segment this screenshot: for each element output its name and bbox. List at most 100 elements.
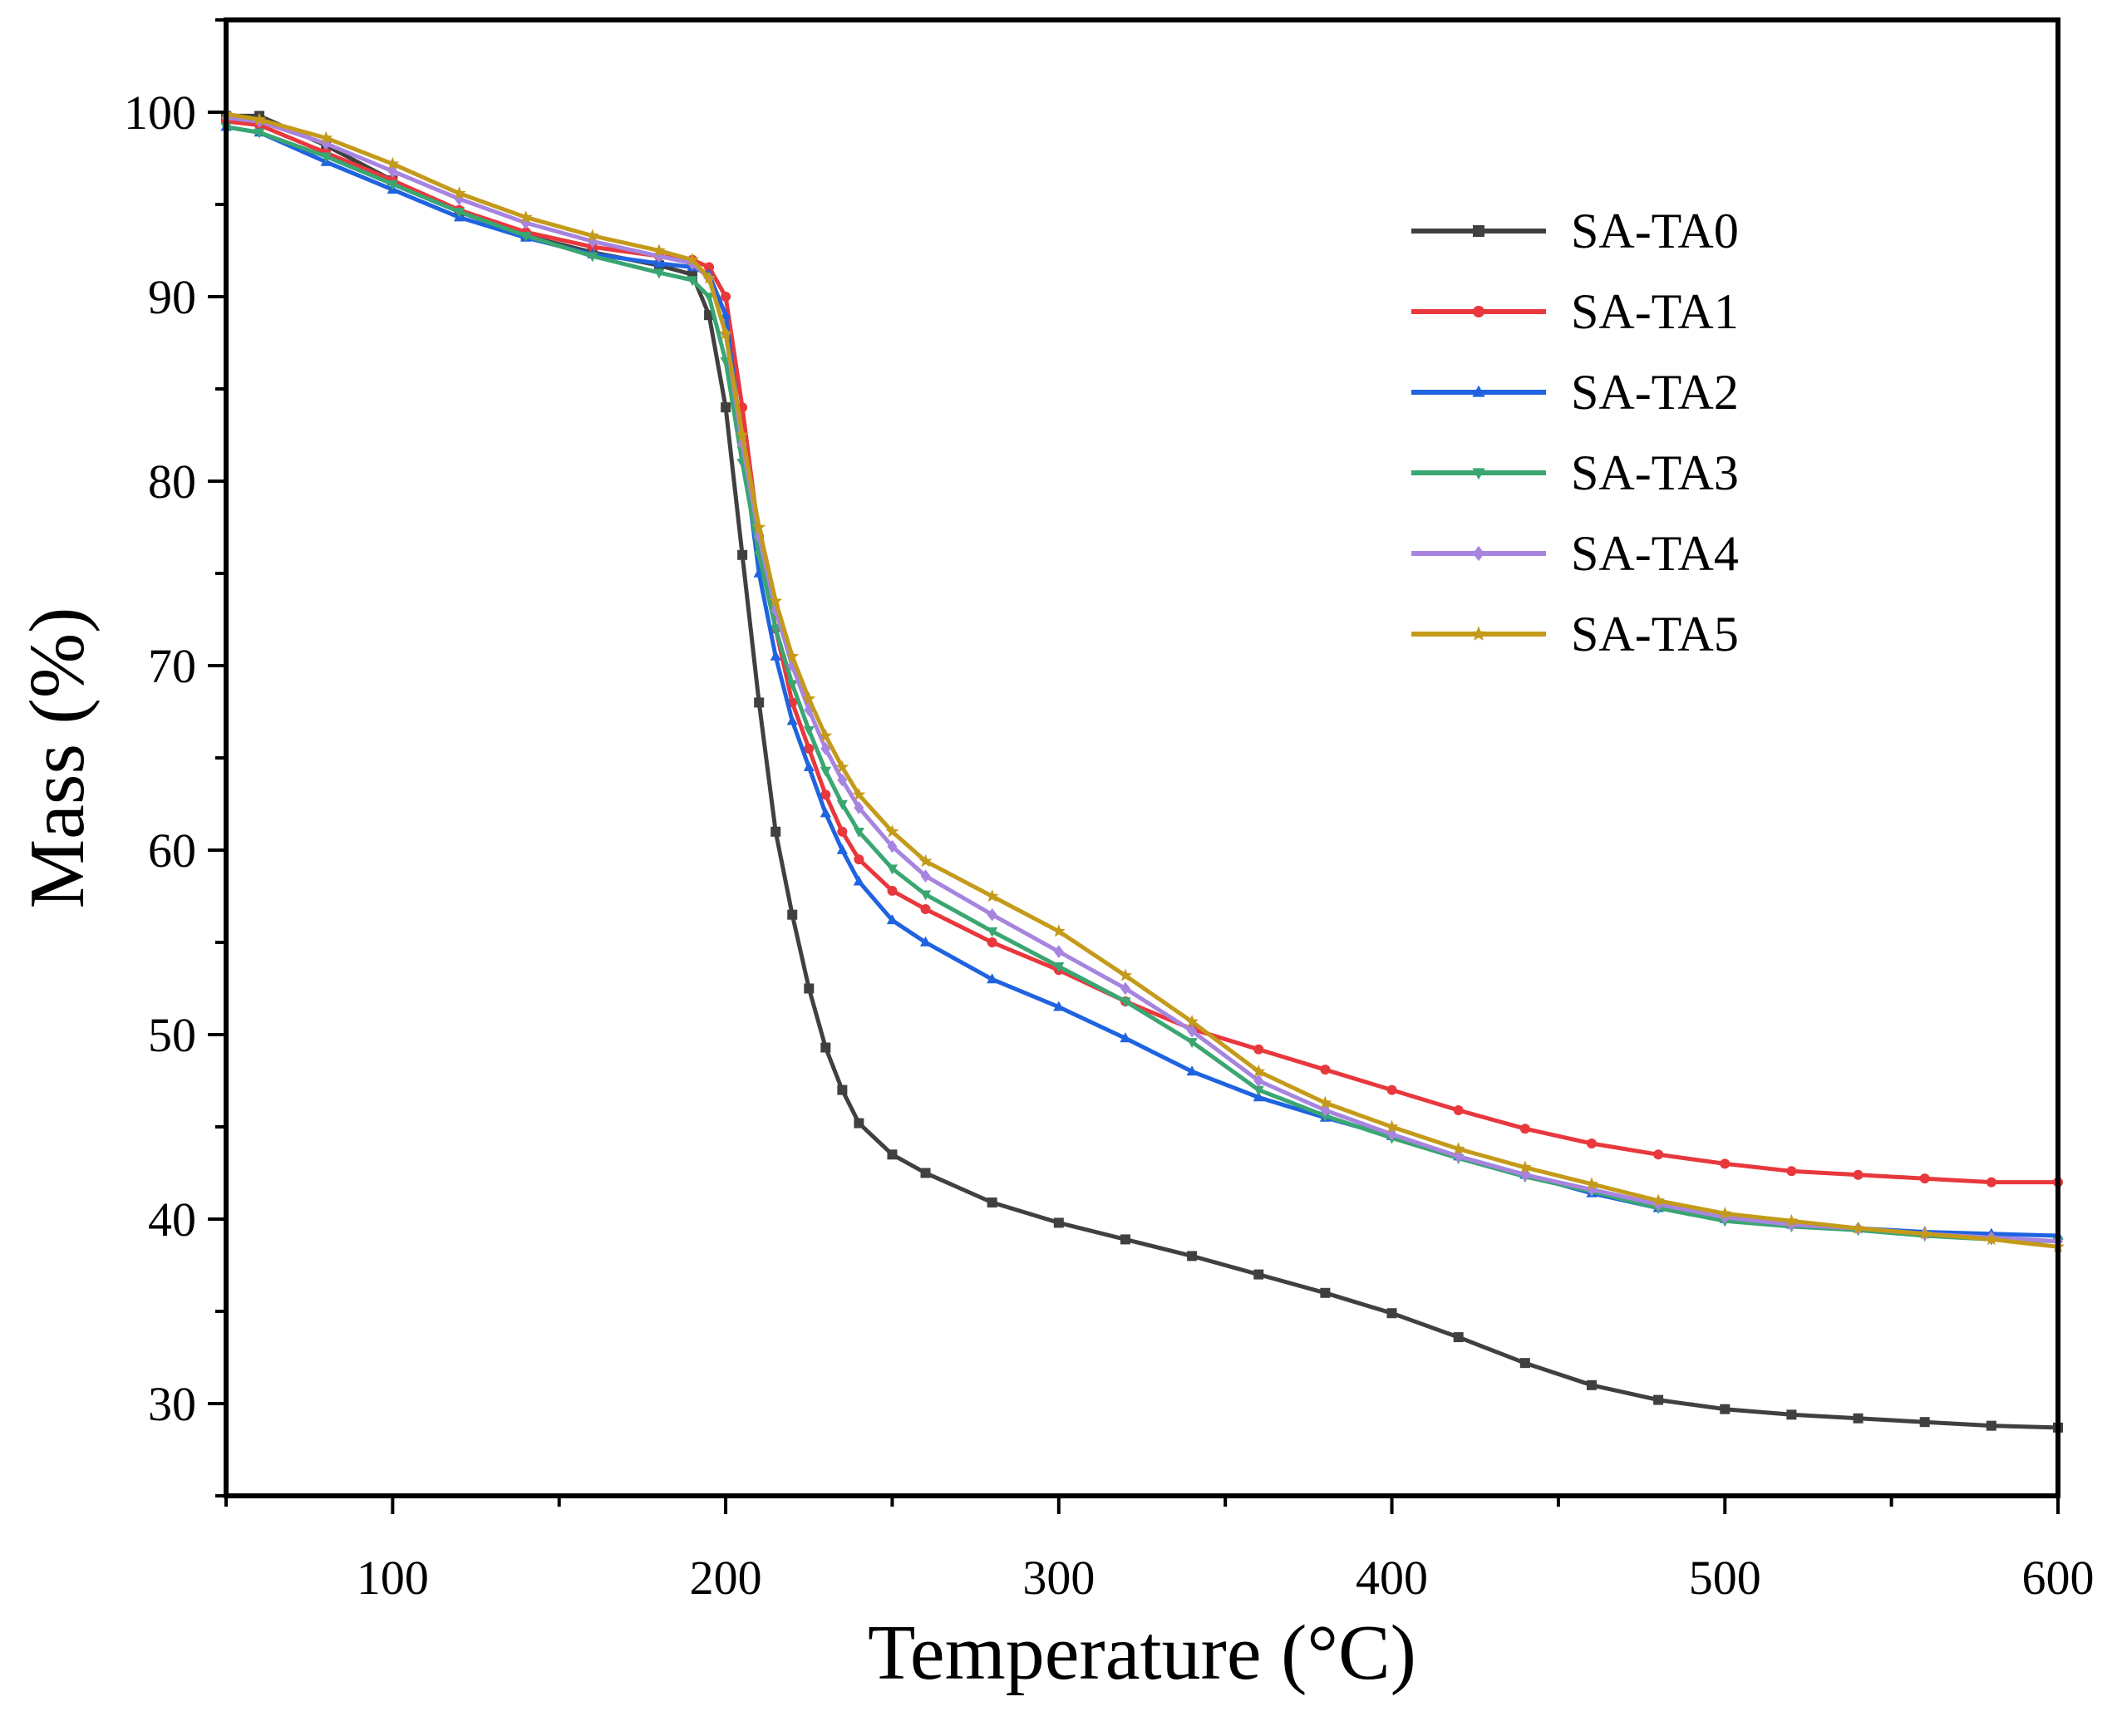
data-point bbox=[1051, 924, 1066, 937]
legend-item: SA-TA3 bbox=[1411, 445, 1739, 500]
data-point bbox=[1053, 945, 1064, 958]
data-point bbox=[854, 801, 864, 814]
legend-label: SA-TA0 bbox=[1571, 204, 1739, 258]
data-point bbox=[1720, 1158, 1731, 1169]
data-point bbox=[687, 276, 698, 287]
data-point bbox=[987, 937, 997, 947]
y-tick-label: 90 bbox=[148, 270, 196, 324]
x-tick-label: 200 bbox=[690, 1551, 762, 1605]
data-point bbox=[453, 208, 465, 219]
data-point bbox=[1252, 1065, 1266, 1078]
data-point bbox=[1785, 1213, 1799, 1227]
data-point bbox=[802, 691, 816, 705]
legend-marker bbox=[1470, 626, 1487, 641]
data-point bbox=[1187, 1024, 1198, 1038]
data-point bbox=[1918, 1227, 1932, 1240]
data-point bbox=[803, 725, 815, 736]
legend-label: SA-TA5 bbox=[1571, 607, 1739, 661]
data-point bbox=[736, 428, 750, 441]
data-point bbox=[254, 128, 265, 139]
data-point bbox=[785, 649, 800, 662]
data-point bbox=[920, 904, 931, 915]
y-tick-label: 30 bbox=[148, 1377, 196, 1431]
data-point bbox=[1519, 1358, 1530, 1369]
data-point bbox=[1120, 997, 1131, 1008]
data-point bbox=[721, 402, 731, 413]
data-point bbox=[887, 885, 898, 896]
data-point bbox=[686, 253, 700, 266]
y-tick-label: 50 bbox=[148, 1008, 196, 1062]
data-point bbox=[1451, 1142, 1465, 1155]
data-point bbox=[1320, 1287, 1331, 1298]
series-line bbox=[224, 119, 2060, 1185]
legend-item: SA-TA2 bbox=[1411, 365, 1739, 420]
x-tick-label: 100 bbox=[357, 1551, 429, 1605]
data-point bbox=[1720, 1404, 1731, 1414]
data-point bbox=[1718, 1206, 1732, 1220]
data-point bbox=[820, 807, 831, 818]
data-point bbox=[587, 252, 598, 263]
series-sa-ta1 bbox=[221, 116, 2063, 1188]
x-tick-label: 500 bbox=[1689, 1551, 1761, 1605]
data-point bbox=[1919, 1417, 1930, 1428]
legend-label: SA-TA1 bbox=[1571, 284, 1739, 339]
data-point bbox=[653, 249, 664, 263]
data-point bbox=[652, 243, 666, 257]
data-point bbox=[1320, 1065, 1331, 1075]
x-tick-label: 400 bbox=[1356, 1551, 1428, 1605]
legend-marker bbox=[1472, 468, 1485, 480]
data-point bbox=[987, 1197, 997, 1208]
data-point bbox=[520, 231, 532, 242]
data-point bbox=[752, 520, 766, 534]
series-line bbox=[224, 116, 2060, 1244]
data-point bbox=[253, 112, 267, 125]
data-point bbox=[1653, 1394, 1664, 1405]
data-point bbox=[770, 650, 781, 661]
data-point bbox=[687, 257, 698, 270]
data-point bbox=[820, 766, 831, 777]
data-point bbox=[1586, 1138, 1597, 1148]
data-point bbox=[837, 773, 848, 787]
data-point bbox=[1253, 1044, 1264, 1055]
legend-item: SA-TA0 bbox=[1411, 204, 1739, 258]
data-point bbox=[819, 728, 833, 742]
legend-marker bbox=[1473, 306, 1484, 317]
data-point bbox=[1986, 1177, 1996, 1188]
y-tick-label: 100 bbox=[124, 86, 196, 140]
data-point bbox=[1053, 962, 1065, 973]
data-point bbox=[787, 659, 798, 672]
data-point bbox=[1786, 1409, 1797, 1420]
data-point bbox=[886, 864, 898, 875]
data-point bbox=[1186, 1038, 1198, 1049]
data-point bbox=[1453, 1332, 1464, 1343]
legend-marker bbox=[1472, 385, 1485, 397]
data-point bbox=[853, 875, 864, 886]
data-point bbox=[804, 743, 815, 754]
series-layer bbox=[219, 106, 2065, 1433]
data-point bbox=[1253, 1085, 1264, 1096]
data-point bbox=[1186, 1065, 1198, 1076]
data-point bbox=[1118, 968, 1132, 981]
data-point bbox=[985, 889, 999, 902]
data-point bbox=[787, 909, 798, 920]
data-point bbox=[1120, 1032, 1131, 1043]
data-point bbox=[786, 680, 798, 691]
y-tick-label: 40 bbox=[148, 1193, 196, 1247]
data-point bbox=[737, 549, 748, 560]
data-point bbox=[919, 936, 932, 947]
data-point bbox=[837, 1084, 848, 1095]
data-point bbox=[319, 130, 333, 144]
data-point bbox=[820, 789, 831, 800]
data-point bbox=[1453, 1105, 1464, 1116]
data-point bbox=[721, 292, 731, 302]
data-point bbox=[1586, 1379, 1597, 1390]
legend-item: SA-TA1 bbox=[1411, 284, 1739, 339]
legend-marker bbox=[1473, 225, 1484, 237]
data-point bbox=[919, 890, 932, 901]
data-point bbox=[1653, 1149, 1664, 1160]
data-point bbox=[585, 229, 599, 242]
data-point bbox=[885, 824, 899, 838]
data-point bbox=[1853, 1413, 1863, 1424]
data-point bbox=[1518, 1160, 1532, 1173]
